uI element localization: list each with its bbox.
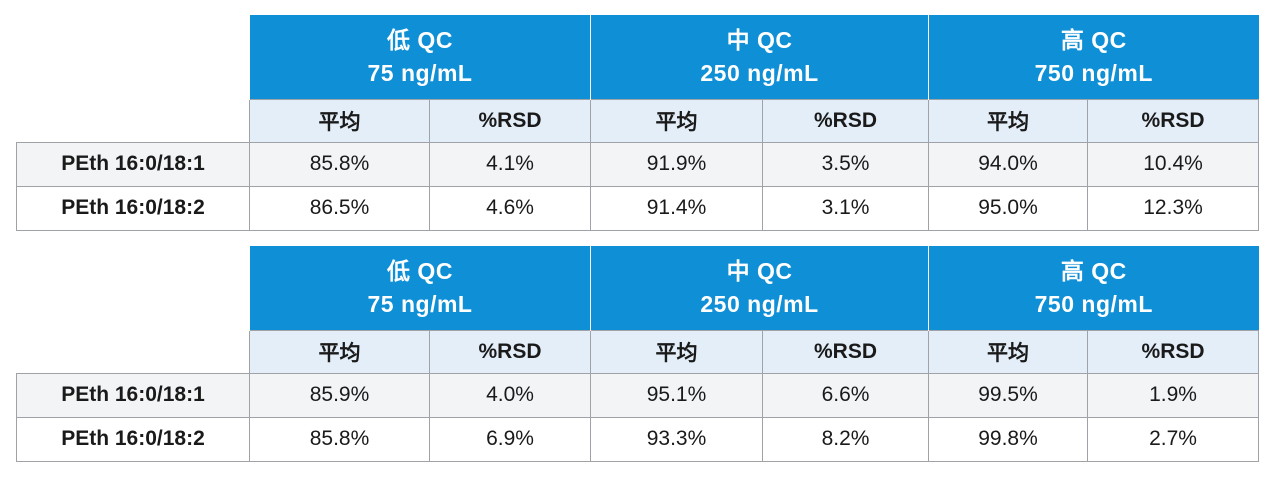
table-cell: 6.9% xyxy=(429,416,591,462)
table-cell: 10.4% xyxy=(1087,141,1260,187)
blank-corner xyxy=(16,15,250,142)
table-cell: 86.5% xyxy=(249,185,430,231)
blank-corner xyxy=(16,246,250,373)
sub-header-mean: 平均 xyxy=(249,329,430,374)
sub-header-rsd: %RSD xyxy=(429,329,591,374)
sub-header-rsd: %RSD xyxy=(761,329,930,374)
level-concentration: 75 ng/mL xyxy=(367,290,473,317)
row-label: PEth 16:0/18:1 xyxy=(16,141,250,187)
sub-header-mean: 平均 xyxy=(249,98,430,143)
qc-table-1: 低 QC 75 ng/mL 中 QC 250 ng/mL 高 QC 750 ng… xyxy=(16,15,1260,231)
table-cell: 2.7% xyxy=(1087,416,1260,462)
level-header-mid: 中 QC 250 ng/mL xyxy=(589,246,929,330)
level-header-low: 低 QC 75 ng/mL xyxy=(249,246,591,330)
level-name: 高 QC xyxy=(1060,257,1127,284)
level-name: 低 QC xyxy=(387,257,453,284)
level-concentration: 75 ng/mL xyxy=(367,59,473,86)
sub-header-mean: 平均 xyxy=(590,329,763,374)
sub-header-rsd: %RSD xyxy=(429,98,591,143)
table-cell: 85.9% xyxy=(249,372,430,418)
level-concentration: 750 ng/mL xyxy=(1034,59,1153,86)
level-header-row: 低 QC 75 ng/mL 中 QC 250 ng/mL 高 QC 750 ng… xyxy=(16,15,1259,142)
level-header-high: 高 QC 750 ng/mL xyxy=(928,15,1259,99)
sub-header-rsd: %RSD xyxy=(761,98,930,143)
sub-header-row: 平均 %RSD 平均 %RSD 平均 %RSD xyxy=(17,98,1260,143)
level-concentration: 250 ng/mL xyxy=(700,290,819,317)
table-row: PEth 16:0/18:2 86.5% 4.6% 91.4% 3.1% 95.… xyxy=(16,185,1260,231)
table-row: PEth 16:0/18:1 85.8% 4.1% 91.9% 3.5% 94.… xyxy=(16,141,1260,187)
table-cell: 95.0% xyxy=(928,185,1089,231)
row-label: PEth 16:0/18:1 xyxy=(16,372,250,418)
table-row: PEth 16:0/18:1 85.9% 4.0% 95.1% 6.6% 99.… xyxy=(16,372,1260,418)
table-cell: 91.4% xyxy=(590,185,763,231)
level-name: 中 QC xyxy=(726,257,793,284)
table-cell: 95.1% xyxy=(590,372,763,418)
row-label: PEth 16:0/18:2 xyxy=(16,185,250,231)
level-header-high: 高 QC 750 ng/mL xyxy=(928,246,1259,330)
table-cell: 8.2% xyxy=(761,416,930,462)
level-concentration: 250 ng/mL xyxy=(700,59,819,86)
level-header-row: 低 QC 75 ng/mL 中 QC 250 ng/mL 高 QC 750 ng… xyxy=(16,246,1259,373)
sub-header-mean: 平均 xyxy=(928,98,1089,143)
table-cell: 12.3% xyxy=(1087,185,1260,231)
table-cell: 85.8% xyxy=(249,141,430,187)
sub-header-mean: 平均 xyxy=(590,98,763,143)
table-cell: 6.6% xyxy=(761,372,930,418)
level-name: 高 QC xyxy=(1060,26,1127,53)
table-cell: 91.9% xyxy=(590,141,763,187)
level-header-mid: 中 QC 250 ng/mL xyxy=(589,15,929,99)
table-cell: 3.5% xyxy=(761,141,930,187)
table-cell: 94.0% xyxy=(928,141,1089,187)
table-cell: 93.3% xyxy=(590,416,763,462)
sub-header-rsd: %RSD xyxy=(1087,98,1260,143)
table-cell: 4.0% xyxy=(429,372,591,418)
table-cell: 4.1% xyxy=(429,141,591,187)
sub-header-mean: 平均 xyxy=(928,329,1089,374)
table-cell: 1.9% xyxy=(1087,372,1260,418)
table-cell: 99.5% xyxy=(928,372,1089,418)
level-name: 低 QC xyxy=(387,26,453,53)
table-cell: 85.8% xyxy=(249,416,430,462)
sub-header-row: 平均 %RSD 平均 %RSD 平均 %RSD xyxy=(17,329,1260,374)
row-label: PEth 16:0/18:2 xyxy=(16,416,250,462)
level-name: 中 QC xyxy=(726,26,793,53)
table-cell: 4.6% xyxy=(429,185,591,231)
level-concentration: 750 ng/mL xyxy=(1034,290,1153,317)
qc-table-2: 低 QC 75 ng/mL 中 QC 250 ng/mL 高 QC 750 ng… xyxy=(16,246,1260,462)
table-row: PEth 16:0/18:2 85.8% 6.9% 93.3% 8.2% 99.… xyxy=(16,416,1260,462)
table-cell: 99.8% xyxy=(928,416,1089,462)
table-cell: 3.1% xyxy=(761,185,930,231)
sub-header-rsd: %RSD xyxy=(1087,329,1260,374)
level-header-low: 低 QC 75 ng/mL xyxy=(249,15,591,99)
